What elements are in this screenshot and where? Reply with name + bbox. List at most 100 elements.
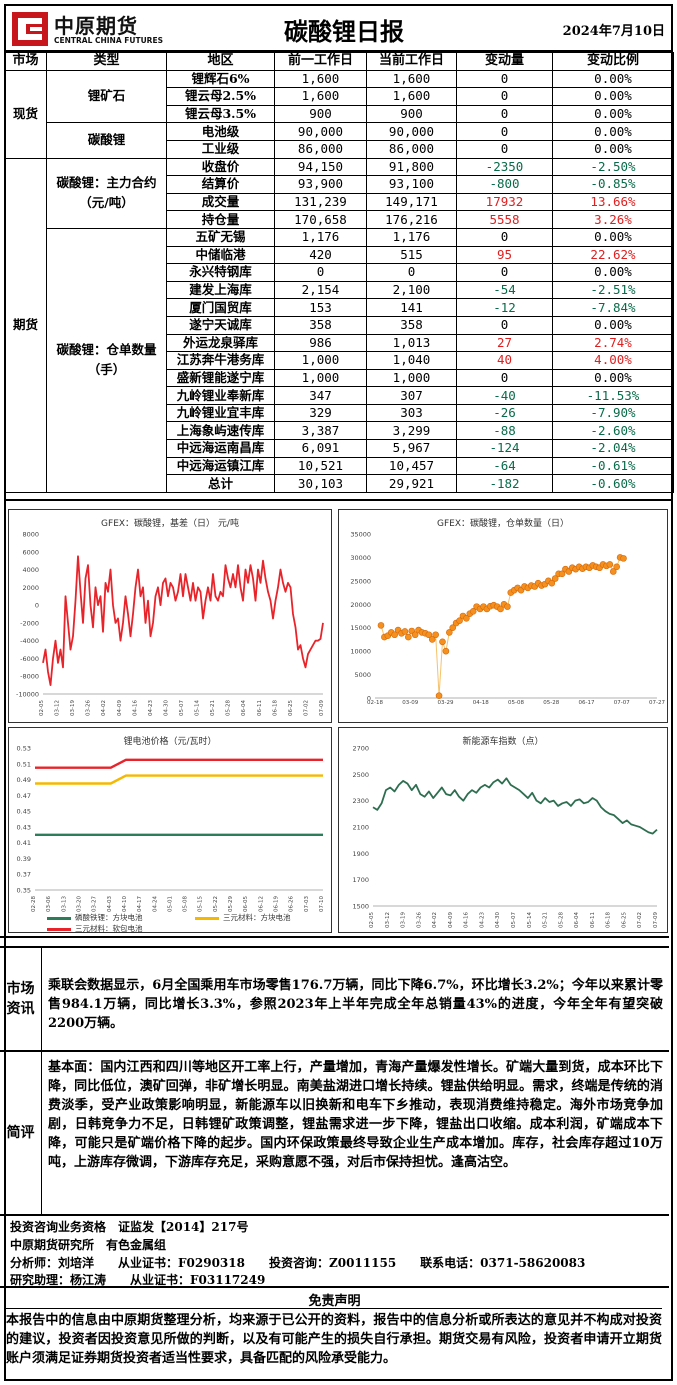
- data-point: [551, 575, 559, 582]
- change-cell: 40: [456, 351, 553, 370]
- market-news-text: 乘联会数据显示，6月全国乘用车市场零售176.7万辆，同比下降6.7%，环比增长…: [48, 978, 663, 1031]
- comment-text: 基本面：国内江西和四川等地区开工率上行，产量增加，青海产量爆发性增长。矿端大量到…: [48, 1060, 663, 1170]
- x-tick-label: 07-03: [304, 896, 310, 912]
- change-cell: -12: [456, 298, 553, 317]
- report-header: 中原期货 CENTRAL CHINA FUTURES 碳酸锂日报 2024年7月…: [4, 4, 673, 52]
- y-tick-label: -4000: [20, 637, 39, 645]
- table-row: 中储临港 420 515 95 22.62%: [5, 245, 674, 265]
- x-tick-label: 06-19: [274, 896, 280, 912]
- column-header: 地区: [166, 52, 275, 71]
- change-cell: -88: [456, 421, 553, 441]
- x-tick-label: 06-11: [257, 700, 263, 716]
- change-cell: 0: [456, 69, 553, 89]
- x-tick-label: 03-20: [76, 896, 82, 912]
- x-tick-label: 07-10: [319, 896, 325, 912]
- change-pct-cell: -0.61%: [552, 456, 674, 476]
- region-cell: 永兴特钢库: [166, 263, 275, 282]
- data-point: [442, 647, 450, 655]
- disclaimer-text: 本报告中的信息由中原期货整理分析，均来源于已公开的资料，报告中的信息分析或所表达…: [6, 1308, 662, 1368]
- table-row: 建发上海库 2,154 2,100 -54 -2.51%: [5, 280, 674, 300]
- series-line-0: [42, 555, 324, 687]
- region-cell: 锂云母2.5%: [166, 87, 275, 106]
- column-header: 变动比例: [552, 52, 674, 71]
- x-tick-label: 03-19: [401, 912, 407, 928]
- x-tick-label: 05-14: [195, 700, 201, 716]
- x-tick-label: 06-04: [241, 700, 247, 716]
- table-row: 碳酸锂 电池级 90,000 90,000 0 0.00%: [5, 122, 674, 159]
- disclaimer-row: 免责声明 本报告中的信息由中原期货整理分析，均来源于已公开的资料，报告中的信息分…: [0, 1286, 669, 1382]
- x-tick-label: 02-05: [39, 700, 45, 716]
- table-row: 结算价 93,900 93,100 -800 -0.85%: [5, 175, 674, 194]
- change-pct-cell: -2.04%: [552, 439, 674, 458]
- y-tick-label: 2100: [352, 824, 369, 832]
- region-cell: 锂辉石6%: [166, 69, 275, 89]
- curr-value-cell: 3,299: [366, 421, 457, 441]
- y-tick-label: 2300: [352, 797, 369, 805]
- curr-value-cell: 141: [366, 298, 457, 317]
- y-tick-label: 35000: [350, 531, 371, 539]
- basis-chart: GFEX：碳酸锂，基差（日） 元/吨 8000 6000 4000 2000 0 -200…: [8, 509, 332, 723]
- x-tick-label: 03-12: [55, 700, 61, 716]
- x-tick-label: 06-17: [579, 700, 595, 706]
- x-tick-label: 06-25: [621, 912, 627, 928]
- y-tick-label: 0.39: [17, 855, 31, 863]
- futures-market-label: 期货: [4, 157, 47, 493]
- prev-value-cell: 90,000: [274, 122, 367, 141]
- x-tick-label: 04-10: [122, 896, 128, 912]
- price-table: 市场 类型 地区 前一工作日 当前工作日 变动量 变动比例 现货 锂矿石 锂辉石6% 1,600 1,…: [4, 52, 674, 493]
- prev-value-cell: 86,000: [274, 139, 367, 159]
- region-cell: 结算价: [166, 175, 275, 194]
- x-tick-label: 04-30: [163, 700, 169, 716]
- prev-value-cell: 420: [274, 245, 367, 265]
- curr-value-cell: 2,100: [366, 280, 457, 300]
- x-tick-label: 05-15: [198, 896, 204, 912]
- x-tick-label: 07-09: [319, 700, 325, 716]
- x-tick-label: 05-29: [228, 896, 234, 912]
- logo-mark-icon: [12, 12, 48, 46]
- legend-item-lfp: 磷酸铁锂：方块电池: [47, 912, 143, 923]
- chart-title: GFEX：碳酸锂，仓单数量（日）: [436, 519, 569, 529]
- x-tick-label: 06-18: [272, 700, 278, 716]
- change-cell: 0: [456, 315, 553, 335]
- x-tick-label: 04-09: [117, 700, 123, 716]
- type-cell: 锂矿石: [46, 69, 167, 124]
- change-cell: 95: [456, 245, 553, 265]
- curr-value-cell: 358: [366, 315, 457, 335]
- change-cell: -54: [456, 280, 553, 300]
- y-tick-label: 1700: [352, 876, 369, 884]
- x-tick-label: 05-14: [527, 912, 533, 928]
- prev-value-cell: 131,239: [274, 192, 367, 212]
- comment-label: 简评: [0, 1052, 42, 1214]
- y-tick-label: 0.47: [17, 792, 31, 800]
- x-tick-label: 04-09: [448, 912, 454, 928]
- curr-value-cell: 1,040: [366, 351, 457, 370]
- change-pct-cell: 0.00%: [552, 122, 674, 141]
- curr-value-cell: 900: [366, 104, 457, 124]
- curr-value-cell: 149,171: [366, 192, 457, 212]
- y-tick-label: 8000: [22, 531, 39, 539]
- x-tick-label: 04-23: [148, 700, 154, 716]
- charts-area: GFEX：碳酸锂，基差（日） 元/吨 8000 6000 4000 2000 0 -200…: [4, 499, 673, 934]
- change-pct-cell: 3.26%: [552, 210, 674, 229]
- y-tick-label: 2500: [352, 771, 369, 779]
- x-tick-label: 05-28: [226, 700, 232, 716]
- market-news-label: 市场资讯: [0, 948, 42, 1050]
- y-tick-label: 0: [35, 602, 39, 610]
- change-pct-cell: 13.66%: [552, 192, 674, 212]
- region-cell: 厦门国贸库: [166, 298, 275, 317]
- x-tick-label: 04-02: [432, 912, 438, 928]
- x-tick-label: 07-02: [303, 700, 309, 716]
- change-pct-cell: 0.00%: [552, 263, 674, 282]
- y-tick-label: 5000: [354, 671, 371, 679]
- y-tick-label: -8000: [20, 673, 39, 681]
- column-header: 变动量: [456, 52, 553, 71]
- column-header: 当前工作日: [366, 52, 457, 71]
- type-cell: 碳酸锂：主力合约（元/吨）: [46, 157, 167, 229]
- region-cell: 五矿无锡: [166, 227, 275, 247]
- x-tick-label: 04-23: [479, 912, 485, 928]
- curr-value-cell: 176,216: [366, 210, 457, 229]
- region-cell: 中远海运南昌库: [166, 439, 275, 458]
- x-tick-label: 04-24: [152, 896, 158, 912]
- prev-value-cell: 153: [274, 298, 367, 317]
- x-tick-label: 05-22: [213, 896, 219, 912]
